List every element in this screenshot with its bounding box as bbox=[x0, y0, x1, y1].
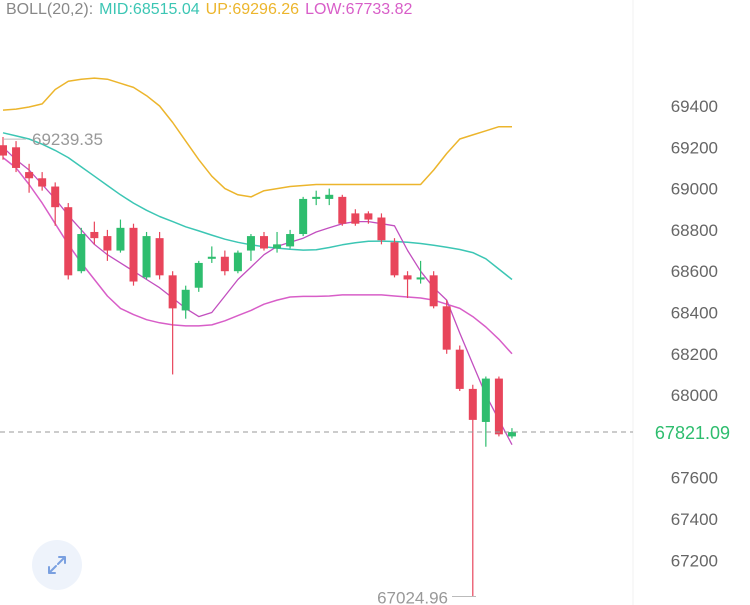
current-price-label: 67821.09 bbox=[655, 423, 730, 443]
annotations: 67821.09 69239.35 67024.96 bbox=[0, 130, 730, 605]
candle-body bbox=[468, 388, 477, 420]
candle-body bbox=[338, 196, 347, 224]
candle-body bbox=[364, 213, 373, 220]
candle-body bbox=[142, 236, 151, 278]
candle-body bbox=[233, 252, 242, 272]
y-axis-ticks: 69400 69200 69000 68800 68600 68400 68200 68000… bbox=[671, 97, 718, 570]
candle-body bbox=[507, 432, 516, 437]
candle-body bbox=[390, 242, 399, 276]
candle-body bbox=[429, 275, 438, 307]
candle-body bbox=[168, 275, 177, 309]
candle-body bbox=[103, 236, 112, 251]
candle-body bbox=[207, 256, 216, 259]
candle-body bbox=[494, 378, 503, 435]
candle-body bbox=[220, 256, 229, 272]
candle-body bbox=[129, 227, 138, 282]
y-tick-label: 68800 bbox=[671, 221, 718, 240]
y-tick-label: 68000 bbox=[671, 386, 718, 405]
high-annotation-label: 69239.35 bbox=[32, 130, 103, 149]
candle-body bbox=[64, 207, 73, 276]
candle-body bbox=[155, 238, 164, 276]
y-tick-label: 68600 bbox=[671, 262, 718, 281]
candle-body bbox=[0, 145, 7, 156]
legend-low: LOW:67733.82 bbox=[305, 1, 413, 18]
candle-body bbox=[260, 236, 268, 249]
candle-body bbox=[246, 236, 255, 251]
candle-body bbox=[77, 234, 86, 272]
candle-body bbox=[455, 349, 464, 389]
ma-line bbox=[2, 146, 513, 446]
expand-arrows-icon bbox=[48, 556, 66, 574]
y-tick-label: 69000 bbox=[671, 180, 718, 199]
boll-mid-line bbox=[2, 132, 513, 281]
bollinger-bands bbox=[2, 77, 513, 446]
legend-mid: MID:68515.04 bbox=[99, 1, 200, 18]
candle-body bbox=[481, 378, 490, 422]
candle-body bbox=[312, 196, 321, 199]
y-tick-label: 67400 bbox=[671, 510, 718, 529]
candle-body bbox=[181, 289, 190, 311]
candle-body bbox=[299, 198, 308, 235]
candles bbox=[0, 136, 516, 597]
expand-button[interactable] bbox=[32, 540, 82, 590]
candle-body bbox=[351, 213, 360, 224]
legend-indicator-name: BOLL(20,2): bbox=[6, 1, 94, 18]
candle-body bbox=[416, 277, 425, 280]
candle-body bbox=[286, 234, 295, 247]
boll-up-line bbox=[2, 77, 512, 198]
y-tick-label: 67600 bbox=[671, 469, 718, 488]
boll-low-line bbox=[2, 157, 513, 355]
y-tick-label: 69200 bbox=[671, 138, 718, 157]
candle-body bbox=[194, 262, 203, 288]
candle-body bbox=[325, 194, 334, 199]
candle-body bbox=[116, 227, 125, 251]
indicator-legend: BOLL(20,2): MID:68515.04 UP:69296.26 LOW:67… bbox=[6, 0, 418, 20]
candle-body bbox=[377, 217, 386, 241]
candle-body bbox=[38, 178, 47, 187]
candle-body bbox=[442, 306, 451, 350]
candle-body bbox=[403, 275, 412, 280]
y-tick-label: 69400 bbox=[671, 97, 718, 116]
candle-body bbox=[12, 147, 21, 168]
low-annotation-label: 67024.96 bbox=[377, 588, 448, 605]
candle-body bbox=[273, 244, 282, 249]
legend-up: UP:69296.26 bbox=[205, 1, 300, 18]
candle-body bbox=[25, 172, 34, 179]
candle-body bbox=[51, 186, 60, 208]
y-tick-label: 68400 bbox=[671, 304, 718, 323]
y-tick-label: 67200 bbox=[671, 551, 718, 570]
y-tick-label: 68200 bbox=[671, 345, 718, 364]
candle-body bbox=[90, 231, 99, 239]
